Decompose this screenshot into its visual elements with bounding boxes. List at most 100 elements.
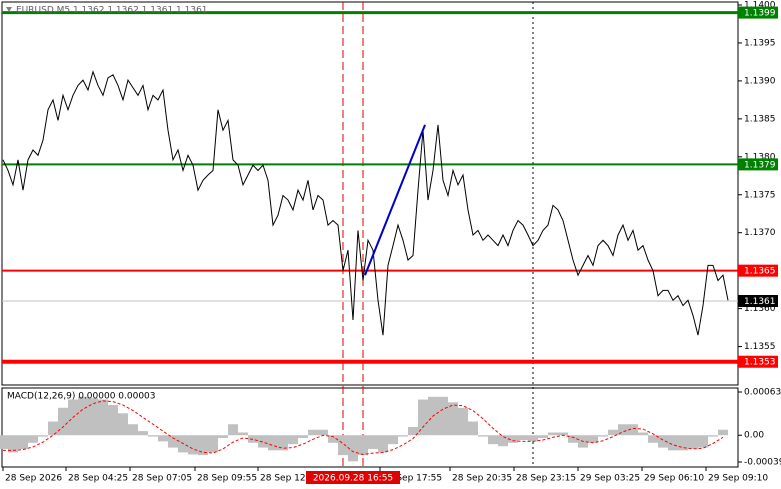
x-tick-label: 29 Sep 06:10: [644, 474, 704, 484]
macd-bar: [708, 435, 718, 437]
x-tick-label: 29 Sep 09:10: [708, 474, 768, 484]
trend-line: [364, 124, 426, 276]
macd-bar: [268, 435, 278, 451]
macd-bar: [478, 435, 488, 437]
macd-bar: [458, 407, 468, 436]
signal-line: [3, 400, 724, 455]
level-label: 1.1379: [744, 160, 776, 170]
macd-bar: [138, 431, 148, 436]
price-line: [2, 70, 729, 336]
x-tick-label: 28 Sep 23:15: [516, 474, 576, 484]
macd-bar: [618, 424, 628, 436]
macd-bar: [508, 435, 518, 443]
macd-bar: [378, 435, 388, 453]
y-tick-label: 1.1375: [744, 190, 776, 200]
macd-bar: [228, 424, 238, 436]
macd-bar: [648, 435, 658, 443]
macd-bar: [548, 432, 558, 436]
macd-bar: [208, 435, 218, 453]
macd-bar: [0, 435, 8, 449]
macd-bar: [128, 424, 138, 436]
cursor-label-box: [306, 471, 400, 484]
macd-bar: [278, 435, 288, 451]
macd-bar: [658, 435, 668, 448]
panel-frame: [1, 1, 739, 386]
x-tick-label: 28 Sep 20:35: [452, 474, 512, 484]
macd-bar: [388, 435, 398, 445]
macd-bar: [588, 435, 598, 443]
macd-bar: [678, 435, 688, 451]
macd-bar: [298, 435, 308, 438]
cursor-label: 2026.09.28 16:55: [313, 474, 393, 484]
macd-bar: [468, 421, 478, 436]
macd-bar: [518, 435, 528, 441]
macd-bar: [718, 429, 728, 436]
y-tick-label: 1.1380: [744, 152, 776, 162]
macd-bar: [238, 432, 248, 436]
macd-bar: [108, 405, 118, 436]
x-tick-label: 28 Sep 04:25: [68, 474, 128, 484]
macd-bar: [168, 435, 178, 448]
macd-bar: [668, 435, 678, 451]
x-tick-label: 28 Sep 2026: [5, 474, 62, 484]
macd-bar: [288, 435, 298, 445]
macd-bar: [448, 402, 458, 436]
macd-bar: [528, 435, 538, 442]
indicator-title: MACD(12,26,9) 0.00000 0.00003: [7, 392, 156, 402]
x-tick-label: 28 Sep 07:05: [132, 474, 192, 484]
macd-bar: [328, 435, 338, 443]
level-label: 1.1353: [744, 358, 776, 368]
macd-bar: [488, 435, 498, 445]
level-label: 1.1361: [744, 297, 776, 307]
level-label: 1.1365: [744, 267, 776, 277]
y-tick-label: 0.00063: [744, 388, 781, 398]
macd-bar: [608, 429, 618, 436]
x-tick-label: 28 Sep 09:55: [197, 474, 257, 484]
y-tick-label: 1.1390: [744, 76, 776, 86]
macd-bar: [188, 435, 198, 455]
y-tick-label: 1.1400: [744, 1, 776, 11]
macd-bar: [538, 435, 548, 438]
x-tick-label: 28 Sep 12:45: [260, 474, 320, 484]
x-tick-label: 29 Sep 03:25: [580, 474, 640, 484]
y-tick-label: 1.1360: [744, 304, 776, 314]
macd-bar: [498, 435, 508, 447]
y-tick-label: 1.1395: [744, 38, 776, 48]
y-tick-label: 1.1370: [744, 228, 776, 238]
y-tick-label: 1.1385: [744, 114, 776, 124]
macd-bar: [38, 435, 48, 437]
macd-bar: [358, 435, 368, 456]
macd-bar: [158, 435, 168, 442]
macd-bar: [438, 396, 448, 436]
symbol-icon: [6, 7, 12, 12]
chart-title: EURUSD,M5 1.1362 1.1362 1.1361 1.1361: [16, 6, 208, 16]
macd-bar: [688, 435, 698, 449]
macd-bar: [418, 399, 428, 436]
level-label-box: [738, 355, 778, 368]
macd-bar: [58, 407, 68, 436]
macd-bar: [98, 399, 108, 436]
macd-bar: [338, 435, 348, 456]
macd-bar: [558, 432, 568, 436]
level-label-box: [738, 158, 778, 171]
macd-bar: [18, 435, 28, 449]
macd-bar: [198, 435, 208, 456]
macd-bar: [148, 435, 158, 437]
macd-bar: [218, 435, 228, 438]
macd-bar: [88, 398, 98, 436]
macd-bar: [698, 435, 708, 448]
level-label: 1.1399: [744, 9, 776, 19]
macd-bar: [78, 396, 88, 436]
macd-bar: [308, 429, 318, 436]
level-label-box: [738, 295, 778, 308]
macd-bar: [258, 435, 268, 448]
macd-bar: [398, 435, 408, 437]
macd-bar: [598, 435, 608, 437]
panel-frame: [1, 387, 739, 468]
macd-bar: [568, 435, 578, 443]
macd-bar: [28, 435, 38, 443]
x-tick-label: 28 Sep 17:55: [382, 474, 442, 484]
